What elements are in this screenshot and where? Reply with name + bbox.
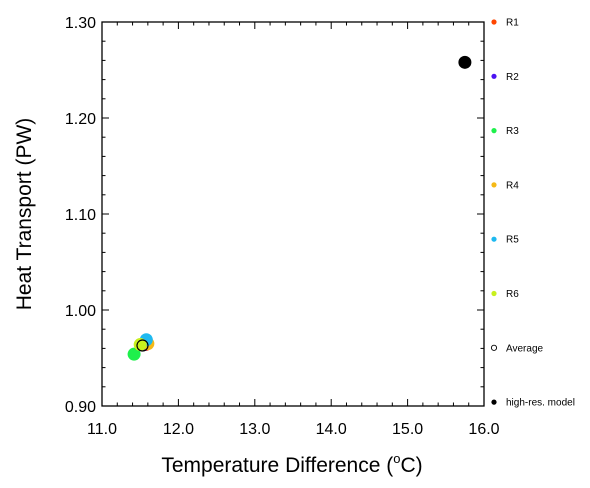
y-tick-label: 1.10 — [65, 207, 96, 224]
data-point-high-res-model — [458, 55, 472, 69]
x-tick-label: 12.0 — [163, 421, 194, 438]
y-axis-title: Heat Transport (PW) — [13, 118, 36, 311]
legend-marker-r1 — [491, 19, 497, 25]
x-tick-label: 13.0 — [239, 421, 270, 438]
legend-label-high-res-model: high-res. model — [506, 398, 575, 409]
x-tick-label: 16.0 — [468, 421, 499, 438]
data-point-average — [136, 339, 149, 352]
y-tick-label: 0.90 — [65, 399, 96, 416]
plot-frame — [101, 21, 485, 407]
legend-label-r3: R3 — [506, 126, 519, 137]
legend-marker-average — [490, 344, 498, 351]
y-tick-label: 1.20 — [65, 111, 96, 128]
legend-label-r2: R2 — [506, 72, 519, 83]
legend-marker-r6 — [491, 290, 497, 297]
legend-marker-r4 — [491, 182, 497, 188]
legend-marker-r5 — [491, 236, 497, 242]
data-point-r3 — [127, 347, 141, 361]
x-tick-label: 11.0 — [87, 421, 117, 438]
y-tick-label: 1.00 — [65, 303, 96, 320]
legend-marker-r2 — [491, 73, 497, 79]
legend-label-average: Average — [506, 343, 544, 354]
legend-label-r1: R1 — [506, 18, 519, 29]
legend-label-r6: R6 — [506, 289, 519, 300]
legend-marker-high-res-model — [491, 399, 497, 405]
y-tick-label: 1.30 — [65, 15, 96, 32]
x-tick-label: 15.0 — [392, 421, 423, 438]
x-tick-label: 14.0 — [316, 421, 347, 438]
legend-label-r4: R4 — [506, 180, 519, 191]
legend-label-r5: R5 — [506, 235, 519, 246]
legend-marker-r3 — [491, 128, 497, 134]
x-axis-title: Temperature Difference (oC) — [161, 451, 422, 477]
